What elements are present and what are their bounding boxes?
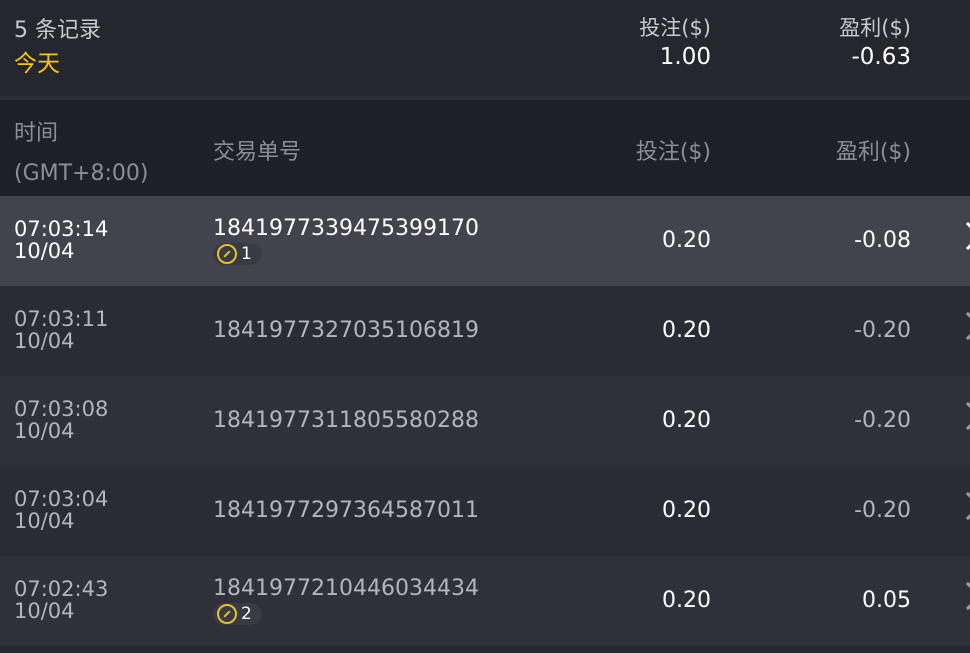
row-pl: -0.20	[854, 408, 911, 433]
table-row[interactable]: 07:03:11 10/04 1841977327035106819 0.20 -…	[0, 286, 970, 376]
chevron-right-icon[interactable]	[953, 491, 970, 521]
pl-total-label: 盈利($)	[839, 16, 911, 40]
row-id-value: 1841977311805580288	[213, 408, 479, 433]
row-bet: 0.20	[662, 318, 711, 343]
row-date: 10/04	[14, 509, 75, 533]
row-pl: -0.08	[854, 228, 911, 253]
record-count: 5 条记录	[14, 18, 101, 43]
row-time: 07:03:08 10/04	[14, 398, 108, 442]
badge-count: 2	[241, 604, 252, 624]
summary-bar: 5 条记录 今天 投注($) 1.00 盈利($) -0.63	[0, 0, 970, 100]
row-id: 1841977297364587011	[213, 498, 479, 523]
row-time-value: 07:03:04	[14, 487, 109, 511]
row-id-value: 1841977210446034434	[213, 576, 479, 601]
header-pl: 盈利($)	[835, 140, 911, 165]
pl-total: 盈利($) -0.63	[711, 12, 911, 70]
row-id-value: 1841977327035106819	[213, 318, 479, 343]
row-pl: 0.05	[862, 588, 911, 613]
header-time: 时间 (GMT+8:00)	[14, 114, 148, 194]
header-bet: 投注($)	[635, 140, 711, 165]
table-row[interactable]: 07:03:08 10/04 1841977311805580288 0.20 -…	[0, 376, 970, 466]
coin-icon	[217, 244, 237, 264]
row-date: 10/04	[14, 329, 75, 353]
row-id: 1841977210446034434 2	[213, 576, 479, 630]
free-spin-badge: 2	[213, 603, 262, 625]
row-date: 10/04	[14, 599, 75, 623]
bet-total-value: 1.00	[659, 44, 711, 70]
row-time-value: 07:03:08	[14, 397, 109, 421]
records-list: 07:03:14 10/04 1841977339475399170 1 0.20 …	[0, 196, 970, 646]
table-header: 时间 (GMT+8:00) 交易单号 投注($) 盈利($)	[0, 100, 970, 196]
header-id: 交易单号	[213, 140, 302, 165]
period-filter[interactable]: 今天	[14, 51, 60, 77]
chevron-right-icon[interactable]	[953, 581, 970, 611]
chevron-right-icon[interactable]	[953, 401, 970, 431]
row-id: 1841977339475399170 1	[213, 216, 479, 270]
chevron-right-icon[interactable]	[953, 311, 970, 341]
row-id: 1841977311805580288	[213, 408, 479, 433]
row-time: 07:03:14 10/04	[14, 218, 108, 262]
row-bet: 0.20	[662, 498, 711, 523]
row-bet: 0.20	[662, 588, 711, 613]
table-row[interactable]: 07:02:43 10/04 1841977210446034434 2 0.20 …	[0, 556, 970, 646]
row-id-value: 1841977297364587011	[213, 498, 479, 523]
free-spin-badge: 1	[213, 243, 262, 265]
bet-total-label: 投注($)	[639, 16, 711, 40]
row-pl: -0.20	[854, 498, 911, 523]
row-time-value: 07:03:11	[14, 307, 109, 331]
row-time: 07:03:11 10/04	[14, 308, 108, 352]
bet-total: 投注($) 1.00	[511, 12, 711, 70]
row-time: 07:02:43 10/04	[14, 578, 108, 622]
table-row[interactable]: 07:03:14 10/04 1841977339475399170 1 0.20 …	[0, 196, 970, 286]
header-time-label: 时间	[14, 121, 59, 146]
chevron-right-icon[interactable]	[953, 221, 970, 251]
row-bet: 0.20	[662, 408, 711, 433]
row-time-value: 07:03:14	[14, 217, 109, 241]
row-id-value: 1841977339475399170	[213, 216, 479, 241]
row-pl: -0.20	[854, 318, 911, 343]
row-date: 10/04	[14, 239, 75, 263]
header-timezone: (GMT+8:00)	[14, 161, 149, 186]
coin-icon	[217, 604, 237, 624]
table-row[interactable]: 07:03:04 10/04 1841977297364587011 0.20 -…	[0, 466, 970, 556]
row-time: 07:03:04 10/04	[14, 488, 108, 532]
row-id: 1841977327035106819	[213, 318, 479, 343]
row-bet: 0.20	[662, 228, 711, 253]
row-date: 10/04	[14, 419, 75, 443]
pl-total-value: -0.63	[851, 44, 911, 70]
badge-count: 1	[241, 244, 252, 264]
row-time-value: 07:02:43	[14, 577, 109, 601]
